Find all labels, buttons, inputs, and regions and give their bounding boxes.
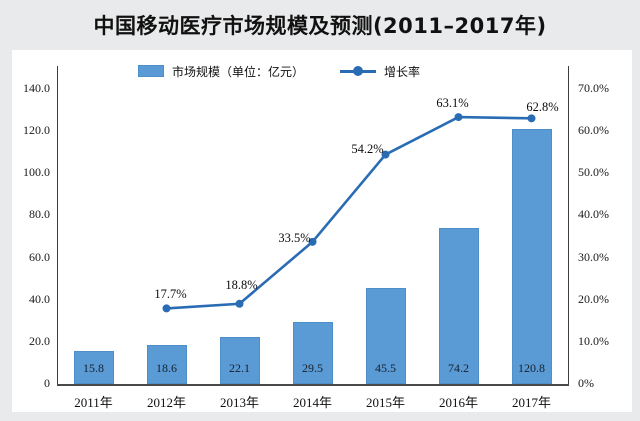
legend-item-growth-rate: 增长率 (340, 63, 420, 79)
line-point-label: 17.7% (154, 287, 187, 302)
bar-value-label: 45.5 (375, 361, 396, 375)
right-axis-tick: 60.0% (578, 123, 609, 138)
legend-label-growth-rate: 增长率 (384, 64, 421, 79)
line-point-label: 63.1% (436, 96, 469, 111)
line-point-label: 54.2% (351, 141, 384, 156)
line-marker (162, 304, 171, 313)
left-axis-tick: 140.0 (23, 81, 50, 95)
bar (292, 321, 333, 384)
left-axis-tick: 100.0 (23, 165, 50, 180)
x-axis-category-label: 2013年 (219, 395, 259, 410)
bar-swatch-icon (138, 65, 164, 77)
line-point-label: 33.5% (278, 230, 311, 245)
right-axis-line (568, 66, 569, 386)
x-axis-category-label: 2014年 (292, 395, 332, 410)
x-axis-category-label: 2011年 (74, 395, 113, 410)
left-axis-line (57, 66, 58, 386)
right-axis-tick: 40.0% (578, 207, 609, 222)
line-dot-icon (340, 66, 376, 76)
left-axis-tick: 40.0 (29, 291, 50, 306)
x-axis-category-label: 2016年 (438, 395, 478, 410)
right-axis-tick: 30.0% (578, 249, 609, 264)
line-point-label: 62.8% (526, 100, 559, 115)
line-point-label: 18.8% (225, 277, 258, 292)
bar-value-label: 22.1 (229, 361, 250, 375)
x-axis-category-label: 2012年 (146, 395, 186, 410)
bar (146, 344, 187, 384)
x-axis-category-label: 2015年 (365, 395, 405, 410)
left-axis-tick: 60.0 (29, 249, 50, 264)
right-axis-tick: 0% (578, 376, 594, 390)
x-axis-category-label: 2017年 (511, 395, 551, 410)
left-axis-tick: 120.0 (23, 123, 50, 138)
legend-label-market-size: 市场规模（单位：亿元） (172, 64, 305, 79)
right-axis-tick: 20.0% (578, 291, 609, 306)
left-axis-tick: 80.0 (29, 207, 50, 222)
bar-value-label: 74.2 (448, 361, 469, 375)
chart-title: 中国移动医疗市场规模及预测(2011–2017年) (93, 14, 547, 38)
bar (73, 350, 114, 384)
bar-value-label: 15.8 (83, 361, 104, 375)
left-axis-tick: 0 (44, 376, 50, 390)
line-marker (235, 299, 244, 308)
bar-value-label: 120.8 (518, 361, 545, 375)
bar (511, 129, 552, 384)
line-marker (527, 114, 536, 123)
line-marker (454, 113, 463, 122)
legend-item-market-size: 市场规模（单位：亿元） (138, 63, 304, 79)
bar (219, 337, 260, 384)
x-axis-line (57, 384, 569, 386)
left-axis-tick: 20.0 (29, 333, 50, 348)
bar-value-label: 29.5 (302, 361, 323, 375)
chart-panel: 市场规模（单位：亿元） 增长率 0 20.0 40.0 60.0 80.0 100.0 12… (12, 50, 632, 412)
right-axis-tick: 10.0% (578, 333, 609, 348)
bar-value-label: 18.6 (156, 361, 177, 375)
right-axis-tick: 50.0% (578, 165, 609, 180)
right-axis-tick: 70.0% (578, 81, 609, 95)
